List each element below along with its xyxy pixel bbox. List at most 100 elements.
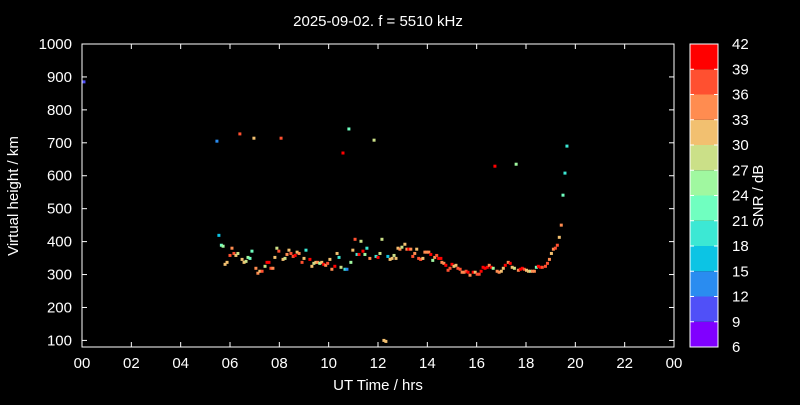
data-point bbox=[512, 266, 516, 270]
x-tick-label: 04 bbox=[172, 355, 189, 372]
data-point bbox=[475, 272, 479, 276]
data-point bbox=[528, 269, 532, 273]
data-point bbox=[339, 265, 343, 269]
data-point bbox=[215, 139, 219, 143]
data-point bbox=[291, 254, 295, 258]
data-point bbox=[353, 237, 357, 241]
data-point bbox=[343, 267, 347, 271]
data-point bbox=[396, 246, 400, 250]
x-tick-label: 22 bbox=[616, 355, 633, 372]
data-point bbox=[557, 235, 561, 239]
colorbar-tick-label: 27 bbox=[732, 162, 749, 179]
data-point bbox=[444, 263, 448, 267]
data-point bbox=[221, 244, 225, 248]
data-point bbox=[246, 255, 250, 259]
data-point bbox=[565, 144, 569, 148]
data-point bbox=[386, 254, 390, 258]
data-point bbox=[289, 251, 293, 255]
data-point bbox=[549, 251, 553, 255]
colorbar-tick-label: 30 bbox=[732, 137, 749, 154]
data-point bbox=[460, 270, 464, 274]
data-point bbox=[376, 255, 380, 259]
data-point bbox=[536, 264, 540, 268]
data-point bbox=[398, 247, 402, 251]
data-point bbox=[322, 262, 326, 266]
data-point bbox=[479, 269, 483, 273]
data-point bbox=[508, 261, 512, 265]
data-point bbox=[503, 263, 507, 267]
data-point bbox=[471, 270, 475, 274]
colorbar-swatch bbox=[690, 296, 718, 322]
data-point bbox=[439, 256, 443, 260]
data-point bbox=[555, 243, 559, 247]
data-point bbox=[333, 264, 337, 268]
data-point bbox=[300, 260, 304, 264]
colorbar-swatch bbox=[690, 220, 718, 246]
data-point bbox=[413, 251, 417, 255]
data-point bbox=[435, 253, 439, 257]
data-point bbox=[462, 270, 466, 274]
colorbar-swatch bbox=[690, 44, 718, 70]
data-point bbox=[283, 256, 287, 260]
data-point bbox=[250, 249, 254, 253]
data-point bbox=[450, 262, 454, 266]
data-point bbox=[242, 260, 246, 264]
x-tick-label: 06 bbox=[222, 355, 239, 372]
data-point bbox=[392, 253, 396, 257]
data-point bbox=[295, 250, 299, 254]
colorbar-tick-label: 24 bbox=[732, 188, 749, 205]
data-point bbox=[514, 162, 518, 166]
data-point bbox=[487, 263, 491, 267]
x-tick-label: 16 bbox=[468, 355, 485, 372]
colorbar-swatch bbox=[690, 271, 718, 297]
data-point bbox=[543, 264, 547, 268]
data-point bbox=[530, 269, 534, 273]
x-tick-label: 00 bbox=[74, 355, 91, 372]
data-point bbox=[236, 251, 240, 255]
data-point bbox=[468, 273, 472, 277]
x-tick-label: 18 bbox=[518, 355, 535, 372]
data-point bbox=[489, 265, 493, 269]
x-tick-label: 10 bbox=[320, 355, 337, 372]
colorbar-swatch bbox=[690, 145, 718, 171]
x-tick-label: 02 bbox=[123, 355, 140, 372]
colorbar-tick-label: 18 bbox=[732, 238, 749, 255]
data-point bbox=[328, 257, 332, 261]
data-point bbox=[501, 266, 505, 270]
data-point bbox=[458, 267, 462, 271]
data-point bbox=[368, 256, 372, 260]
data-point bbox=[351, 248, 355, 252]
colorbar-tick-label: 6 bbox=[732, 339, 740, 356]
data-point bbox=[260, 269, 264, 273]
data-point bbox=[534, 265, 538, 269]
data-point bbox=[312, 261, 316, 265]
y-tick-label: 1000 bbox=[39, 36, 72, 53]
data-point bbox=[238, 132, 242, 136]
data-point bbox=[225, 260, 229, 264]
data-point bbox=[499, 269, 503, 273]
data-point bbox=[532, 269, 536, 273]
x-axis-label: UT Time / hrs bbox=[333, 377, 423, 394]
data-point bbox=[506, 260, 510, 264]
data-point bbox=[559, 223, 563, 227]
data-point bbox=[563, 171, 567, 175]
data-point bbox=[258, 269, 262, 273]
data-point bbox=[545, 261, 549, 265]
data-point bbox=[349, 260, 353, 264]
data-point bbox=[269, 266, 273, 270]
data-point bbox=[279, 136, 283, 140]
colorbar-tick-label: 36 bbox=[732, 87, 749, 104]
data-point bbox=[553, 246, 557, 250]
data-point bbox=[429, 252, 433, 256]
data-point bbox=[217, 233, 221, 237]
data-point bbox=[314, 260, 318, 264]
y-tick-label: 100 bbox=[47, 332, 72, 349]
data-point bbox=[248, 256, 252, 260]
data-point bbox=[405, 247, 409, 251]
colorbar-swatch bbox=[690, 195, 718, 221]
colorbar-swatch bbox=[690, 94, 718, 120]
colorbar-tick-label: 12 bbox=[732, 289, 749, 306]
data-point bbox=[361, 249, 365, 253]
data-point bbox=[400, 245, 404, 249]
